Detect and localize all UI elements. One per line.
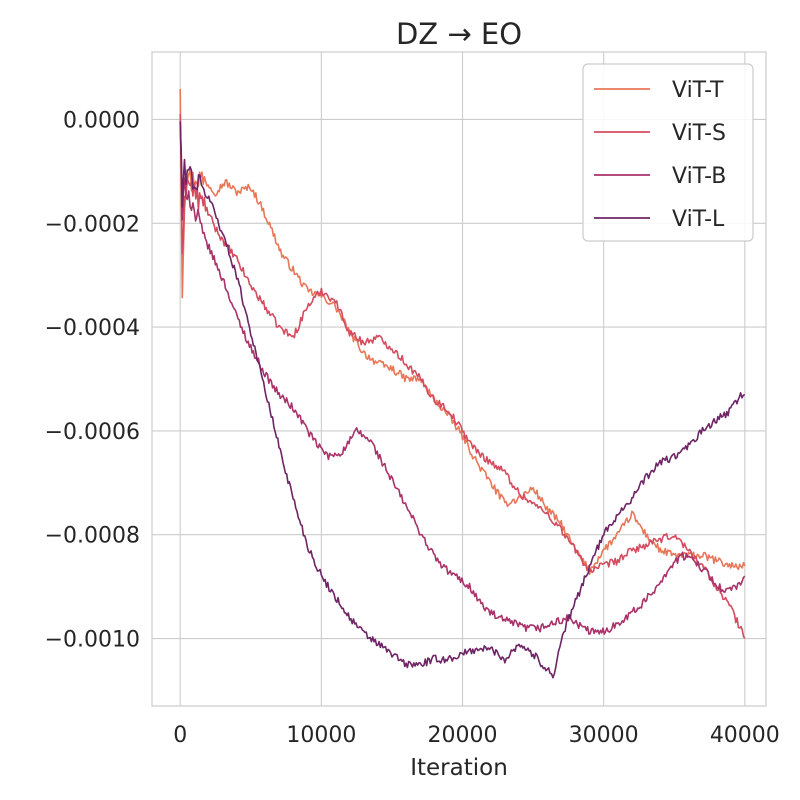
legend-label-vit-b: ViT-B: [672, 164, 726, 189]
x-tick-label: 10000: [286, 723, 356, 748]
y-tick-labels: 0.0000 −0.0002 −0.0004 −0.0006 −0.0008 −0.001…: [45, 108, 140, 652]
series-line-vit-b: [179, 122, 746, 635]
y-tick-label: 0.0000: [63, 108, 140, 133]
y-tick-label: −0.0010: [45, 628, 140, 653]
y-tick-label: −0.0006: [45, 420, 140, 445]
x-tick-label: 20000: [428, 723, 498, 748]
y-tick-label: −0.0004: [45, 316, 140, 341]
y-tick-label: −0.0008: [45, 524, 140, 549]
legend-label-vit-s: ViT-S: [672, 121, 726, 146]
legend: ViT-T ViT-S ViT-B ViT-L: [582, 63, 754, 242]
legend-label-vit-t: ViT-T: [672, 78, 724, 103]
y-tick-label: −0.0002: [45, 212, 140, 237]
legend-box: [582, 63, 754, 242]
legend-label-vit-l: ViT-L: [672, 207, 725, 232]
chart-title: DZ → EO: [396, 17, 522, 51]
plot-frame: [151, 51, 767, 707]
x-tick-labels: 0 10000 20000 30000 40000: [173, 723, 780, 748]
series-line-vit-l: [179, 121, 746, 679]
series-line-vit-s: [179, 113, 746, 639]
series-layer: [179, 88, 746, 679]
x-tick-label: 40000: [710, 723, 780, 748]
x-axis-label: Iteration: [410, 755, 508, 781]
x-tick-label: 30000: [569, 723, 639, 748]
x-tick-label: 0: [173, 723, 187, 748]
